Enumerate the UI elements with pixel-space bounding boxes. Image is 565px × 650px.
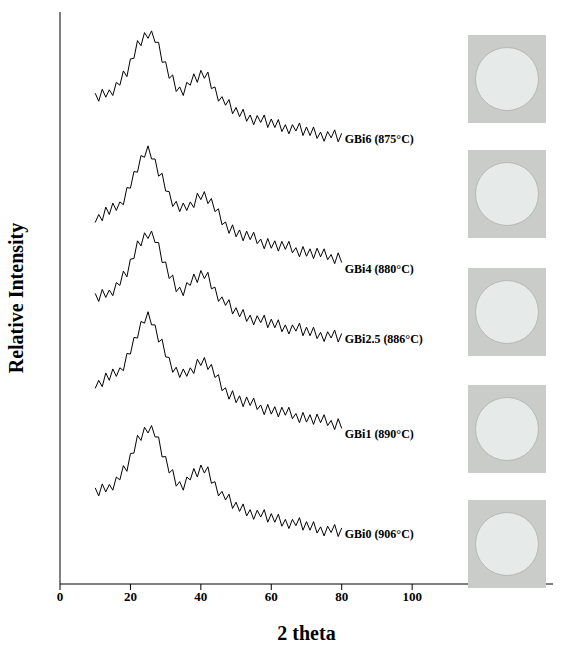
svg-text:GBi4 (880°C): GBi4 (880°C)	[345, 262, 414, 276]
svg-text:GBi6 (875°C): GBi6 (875°C)	[345, 132, 414, 146]
svg-text:Relative Intensity: Relative Intensity	[5, 223, 28, 374]
svg-text:GBi0 (906°C): GBi0 (906°C)	[345, 527, 414, 541]
svg-text:2 theta: 2 theta	[277, 622, 335, 644]
svg-text:100: 100	[402, 589, 422, 604]
svg-text:GBi2.5 (886°C): GBi2.5 (886°C)	[345, 332, 423, 346]
svg-text:20: 20	[124, 589, 137, 604]
svg-text:GBi1 (890°C): GBi1 (890°C)	[345, 427, 414, 441]
svg-text:40: 40	[194, 589, 207, 604]
svg-text:60: 60	[265, 589, 278, 604]
svg-text:80: 80	[335, 589, 348, 604]
svg-text:0: 0	[57, 589, 64, 604]
